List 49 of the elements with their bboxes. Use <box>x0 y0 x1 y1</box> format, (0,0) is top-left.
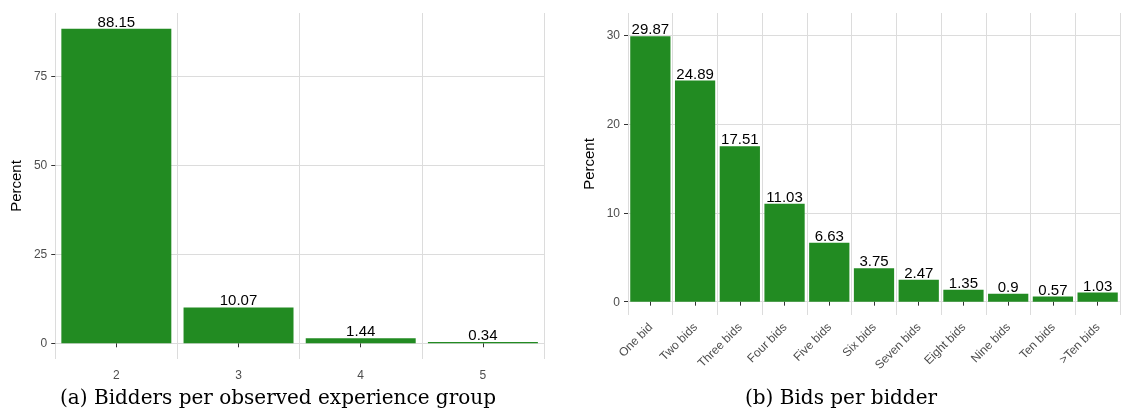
bar <box>1077 292 1118 302</box>
x-tick-label: Ten bids <box>1016 320 1058 362</box>
data-label: 88.15 <box>97 12 136 30</box>
y-tick-label: 50 <box>33 157 48 172</box>
text: (b) Bids per bidder <box>744 385 938 409</box>
bar <box>305 338 416 344</box>
bar <box>1032 296 1074 302</box>
y-axis-title: Percent <box>7 159 24 212</box>
bar <box>809 242 850 302</box>
data-label: 1.35 <box>948 273 979 291</box>
y-tick-label: 25 <box>33 247 48 262</box>
data-label: 1.03 <box>1083 276 1113 294</box>
y-axis-title: Percent <box>579 137 597 190</box>
x-tick-label: 2 <box>113 368 120 382</box>
bar <box>764 203 805 302</box>
x-tick-label: Five bids <box>790 320 835 364</box>
data-label: 29.87 <box>631 20 670 38</box>
bar <box>630 36 671 302</box>
data-label: 3.75 <box>859 252 889 270</box>
bar <box>61 28 172 344</box>
data-label: 24.89 <box>676 64 714 82</box>
data-label: 0.34 <box>468 326 498 344</box>
x-tick-label: Six bids <box>839 320 879 360</box>
y-tick-label: 0 <box>613 294 621 309</box>
y-tick-label: 20 <box>606 117 621 132</box>
x-tick-label: 3 <box>235 368 243 382</box>
data-label: 0.9 <box>997 277 1019 295</box>
x-tick-label: One bid <box>615 320 656 360</box>
bar <box>183 307 294 344</box>
data-label: 0.57 <box>1038 280 1068 298</box>
bar <box>898 279 939 302</box>
y-tick-label: 75 <box>33 68 48 83</box>
y-tick-label: 30 <box>606 28 621 43</box>
data-label: 2.47 <box>904 263 934 281</box>
data-label: 6.63 <box>814 226 844 244</box>
x-tick-label: 5 <box>479 368 487 382</box>
bar <box>674 80 716 302</box>
x-tick-label: 4 <box>357 368 365 382</box>
y-tick-label: 10 <box>606 205 621 220</box>
y-tick-label: 0 <box>40 336 48 351</box>
bar <box>943 289 984 302</box>
bar <box>853 268 895 302</box>
data-label: 1.44 <box>346 322 376 340</box>
text: (a) Bidders per observed experience group <box>60 385 496 409</box>
bar <box>719 146 760 302</box>
bar <box>988 293 1029 302</box>
data-label: 17.51 <box>721 130 759 148</box>
data-label: 10.07 <box>219 291 258 309</box>
data-label: 11.03 <box>766 187 803 205</box>
